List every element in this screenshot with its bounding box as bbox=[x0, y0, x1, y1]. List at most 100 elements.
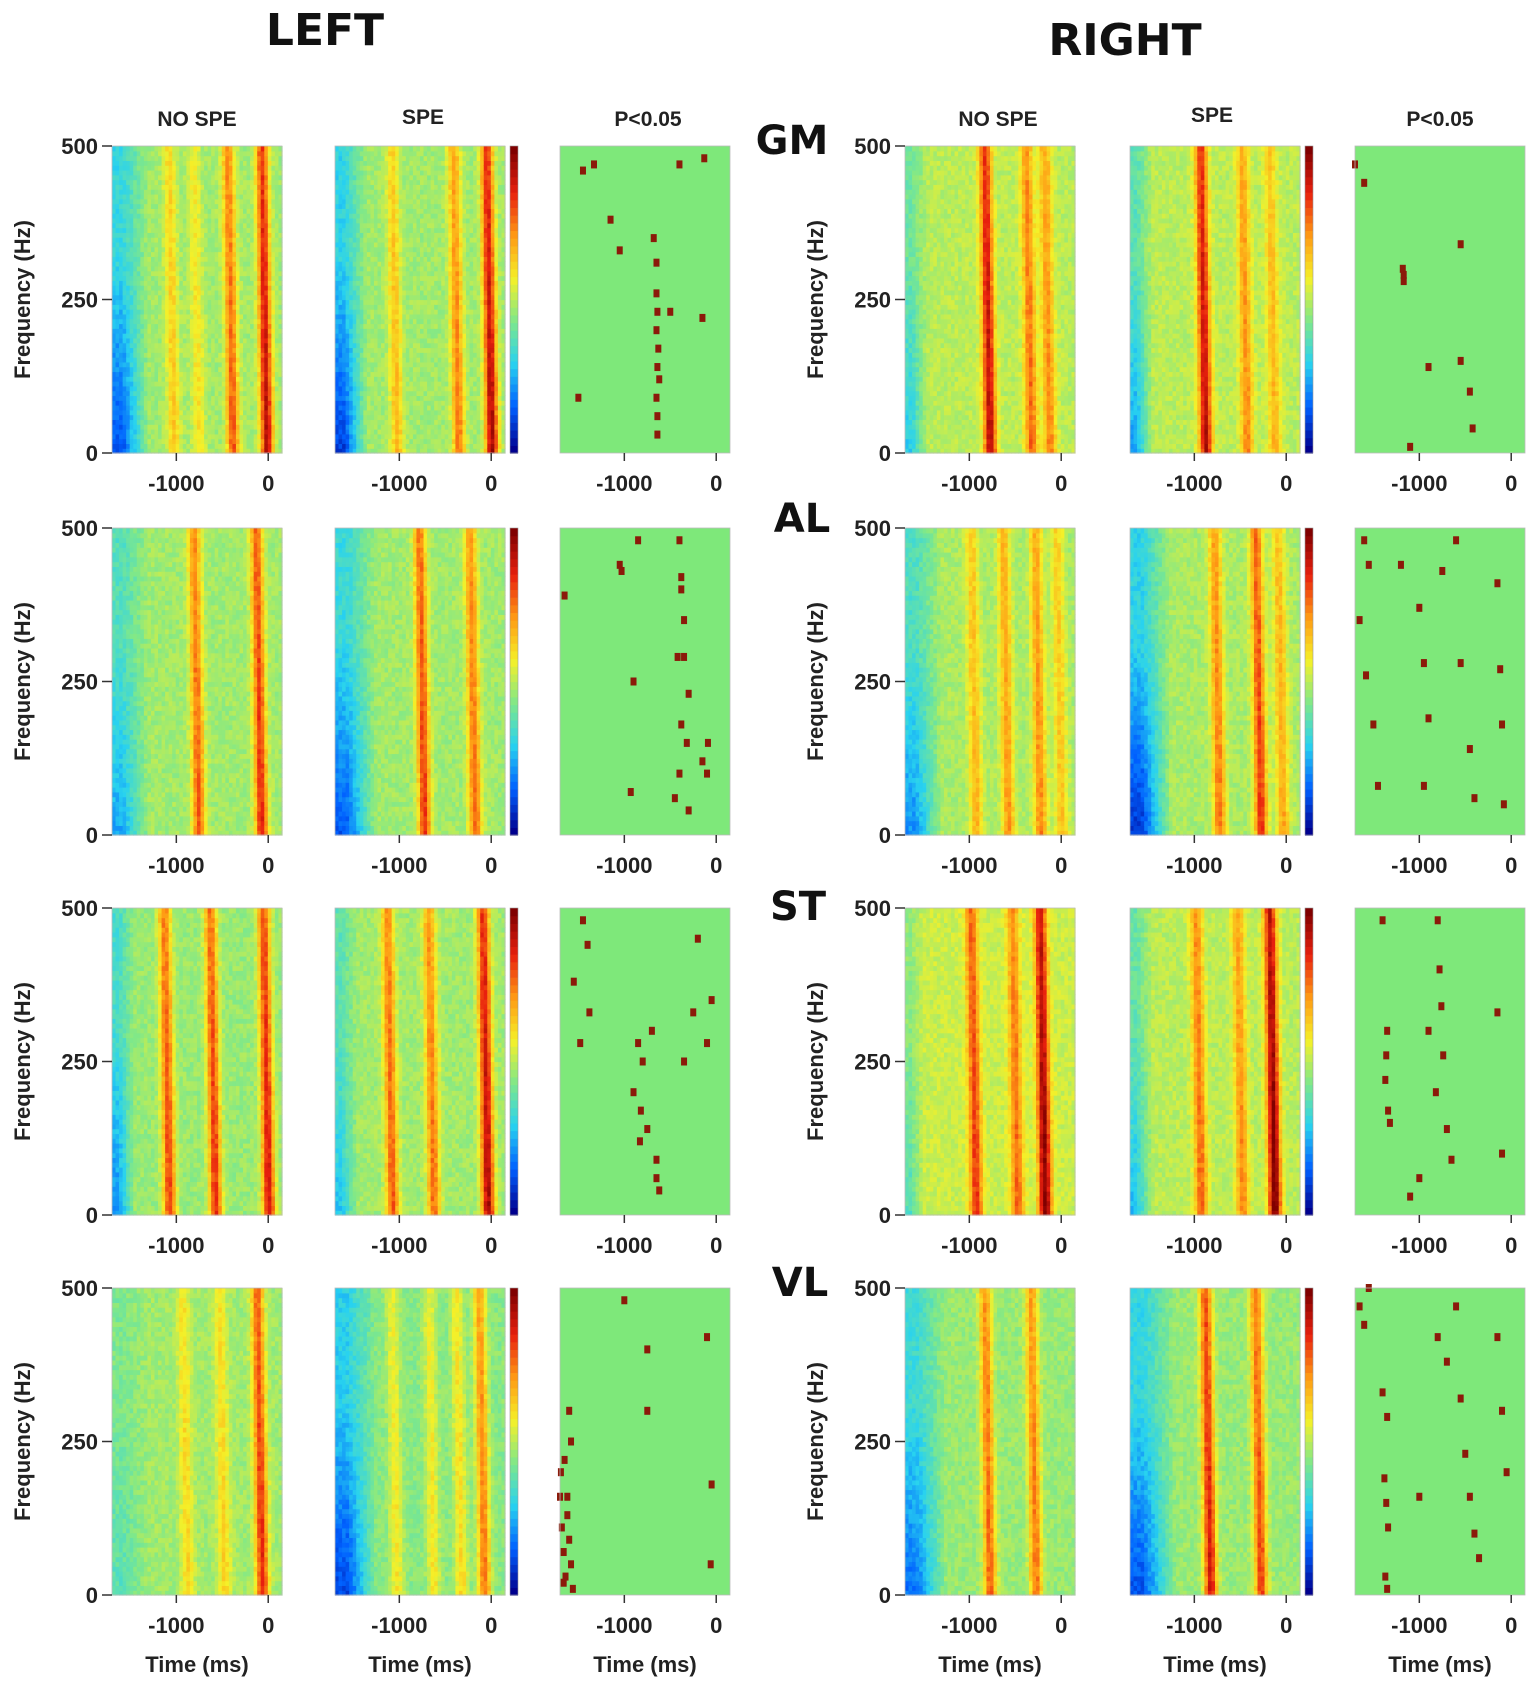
heatmap-cell bbox=[140, 338, 144, 343]
heatmap-cell bbox=[140, 328, 144, 333]
heatmap-cell bbox=[119, 237, 123, 242]
heatmap-cell bbox=[140, 367, 144, 372]
heatmap-cell bbox=[123, 170, 127, 175]
heatmap-cell bbox=[208, 395, 212, 400]
heatmap-cell bbox=[144, 204, 148, 209]
heatmap-cell bbox=[197, 429, 201, 434]
heatmap-cell bbox=[186, 237, 190, 242]
heatmap-cell bbox=[147, 419, 151, 424]
heatmap-cell bbox=[211, 309, 215, 314]
heatmap-cell bbox=[119, 367, 123, 372]
heatmap-cell bbox=[140, 391, 144, 396]
heatmap-cell bbox=[133, 309, 137, 314]
heatmap-cell bbox=[147, 362, 151, 367]
heatmap-cell bbox=[151, 434, 155, 439]
heatmap-cell bbox=[147, 261, 151, 266]
heatmap-cell bbox=[197, 266, 201, 271]
heatmap-cell bbox=[158, 266, 162, 271]
heatmap-cell bbox=[193, 213, 197, 218]
heatmap-cell bbox=[201, 223, 205, 228]
heatmap-cell bbox=[193, 400, 197, 405]
heatmap-cell bbox=[162, 184, 166, 189]
heatmap-cell bbox=[155, 304, 159, 309]
heatmap-cell bbox=[179, 362, 183, 367]
heatmap-cell bbox=[201, 204, 205, 209]
heatmap-cell bbox=[155, 156, 159, 161]
heatmap-cell bbox=[162, 208, 166, 213]
heatmap-cell bbox=[186, 443, 190, 448]
heatmap-cell bbox=[165, 232, 169, 237]
heatmap-cell bbox=[165, 323, 169, 328]
heatmap-cell bbox=[211, 376, 215, 381]
heatmap-cell bbox=[137, 271, 141, 276]
heatmap-cell bbox=[208, 223, 212, 228]
heatmap-cell bbox=[144, 391, 148, 396]
heatmap-cell bbox=[197, 232, 201, 237]
heatmap-cell bbox=[169, 343, 173, 348]
heatmap-cell bbox=[162, 319, 166, 324]
heatmap-cell bbox=[165, 156, 169, 161]
heatmap-cell bbox=[130, 242, 134, 247]
heatmap-cell bbox=[197, 213, 201, 218]
heatmap-cell bbox=[190, 160, 194, 165]
heatmap-cell bbox=[130, 276, 134, 281]
heatmap-cell bbox=[201, 410, 205, 415]
heatmap-cell bbox=[179, 252, 183, 257]
panel-grid: -1000 00250500Frequency (Hz)-1000 0 -1000 0-… bbox=[10, 134, 1525, 1677]
heatmap-cell bbox=[208, 434, 212, 439]
heatmap-cell bbox=[176, 252, 180, 257]
heatmap-cell bbox=[112, 204, 116, 209]
heatmap-cell bbox=[144, 160, 148, 165]
heatmap-cell bbox=[162, 352, 166, 357]
heatmap-cell bbox=[208, 146, 212, 151]
heatmap-cell bbox=[123, 204, 127, 209]
heatmap-cell bbox=[211, 295, 215, 300]
heatmap-cell bbox=[176, 204, 180, 209]
heatmap-cell bbox=[208, 309, 212, 314]
heatmap-cell bbox=[186, 333, 190, 338]
heatmap-cell bbox=[158, 391, 162, 396]
heatmap-cell bbox=[183, 189, 187, 194]
heatmap-cell bbox=[190, 309, 194, 314]
heatmap-cell bbox=[116, 400, 120, 405]
heatmap-cell bbox=[162, 410, 166, 415]
heatmap-cell bbox=[179, 343, 183, 348]
heatmap-cell bbox=[151, 333, 155, 338]
heatmap-cell bbox=[119, 252, 123, 257]
heatmap-cell bbox=[193, 280, 197, 285]
heatmap-cell bbox=[169, 194, 173, 199]
heatmap-cell bbox=[169, 424, 173, 429]
heatmap-cell bbox=[144, 381, 148, 386]
heatmap-cell bbox=[112, 271, 116, 276]
heatmap-cell bbox=[133, 156, 137, 161]
heatmap-cell bbox=[162, 328, 166, 333]
heatmap-cell bbox=[204, 328, 208, 333]
heatmap-cell bbox=[183, 280, 187, 285]
heatmap-cell bbox=[165, 290, 169, 295]
heatmap-cell bbox=[208, 276, 212, 281]
heatmap-cell bbox=[133, 180, 137, 185]
heatmap-cell bbox=[112, 290, 116, 295]
heatmap-cell bbox=[193, 242, 197, 247]
heatmap-cell bbox=[186, 367, 190, 372]
heatmap-cell bbox=[186, 424, 190, 429]
heatmap-cell bbox=[151, 328, 155, 333]
heatmap-cell bbox=[186, 309, 190, 314]
heatmap-cell bbox=[165, 376, 169, 381]
heatmap-cell bbox=[158, 304, 162, 309]
heatmap-cell bbox=[133, 424, 137, 429]
heatmap-cell bbox=[193, 357, 197, 362]
heatmap-cell bbox=[147, 237, 151, 242]
heatmap-cell bbox=[137, 276, 141, 281]
heatmap-cell bbox=[155, 160, 159, 165]
heatmap-cell bbox=[197, 410, 201, 415]
heatmap-cell bbox=[147, 165, 151, 170]
heatmap-cell bbox=[119, 362, 123, 367]
heatmap-cell bbox=[144, 343, 148, 348]
heatmap-cell bbox=[126, 208, 130, 213]
heatmap-cell bbox=[112, 252, 116, 257]
heatmap-cell bbox=[201, 434, 205, 439]
heatmap-cell bbox=[211, 395, 215, 400]
heatmap-cell bbox=[119, 256, 123, 261]
heatmap-cell bbox=[186, 160, 190, 165]
